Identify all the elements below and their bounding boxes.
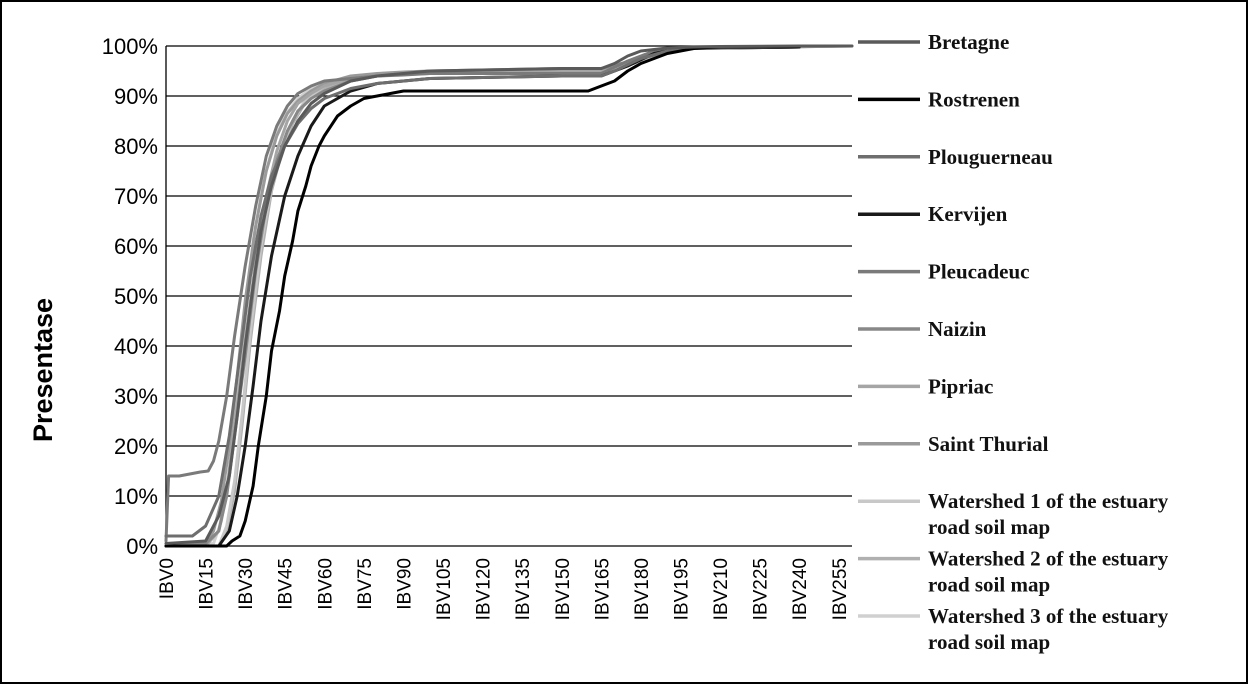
legend-item: Watershed 2 of the estuary road soil map [858,547,1169,597]
x-tick-label: IBV15 [197,558,218,610]
legend-label: Watershed 3 of the estuary road soil map [928,604,1169,654]
legend-label: Watershed 2 of the estuary road soil map [928,547,1169,597]
x-tick-label: IBV180 [632,558,653,620]
y-tick-labels: 0% 10% 20% 30% 40% 50% 60% 70% 80% 90% 100% [102,34,158,559]
legend-item: Rostrenen [858,87,1020,111]
series-lines [164,44,854,548]
y-tick-label: 20% [114,434,158,459]
x-tick-label: IBV60 [315,558,336,610]
y-tick-label: 100% [102,34,158,59]
legend-item: Naizin [858,317,987,341]
x-tick-label: IBV0 [157,558,178,599]
x-tick-label: IBV165 [592,558,613,620]
y-tick-label: 10% [114,484,158,509]
legend-item: Saint Thurial [858,432,1049,456]
legend-label: Naizin [928,317,987,341]
legend-label: Bretagne [928,30,1009,54]
legend-item: Kervijen [858,202,1008,226]
series-line [164,45,801,538]
y-tick-label: 50% [114,284,158,309]
legend-label: Kervijen [928,202,1008,226]
x-tick-label: IBV75 [355,558,376,610]
legend-item: Pleucadeuc [858,260,1029,284]
legend-item: Watershed 3 of the estuary road soil map [858,604,1169,654]
y-tick-label: 70% [114,184,158,209]
x-tick-label: IBV90 [394,558,415,610]
legend-label: Pleucadeuc [928,260,1029,284]
x-tick-label: IBV135 [513,558,534,620]
y-tick-label: 30% [114,384,158,409]
x-tick-label: IBV105 [434,558,455,620]
legend-label: Saint Thurial [928,432,1049,456]
legend-label: Rostrenen [928,87,1020,111]
x-tick-label: IBV45 [276,558,297,610]
legend-item: Pipriac [858,374,993,398]
series-line [164,44,854,545]
y-tick-label: 80% [114,134,158,159]
x-tick-label: IBV30 [236,558,257,610]
legend-item: Watershed 1 of the estuary road soil map [858,489,1169,539]
y-tick-label: 0% [126,534,158,559]
x-tick-label: IBV195 [672,558,693,620]
x-tick-labels: IBV0 IBV15 IBV30 IBV45 IBV60 IBV75 IBV90 IBV105… [157,558,851,620]
x-tick-label: IBV120 [474,558,495,620]
y-tick-label: 40% [114,334,158,359]
gridlines [165,45,852,547]
y-tick-label: 90% [114,84,158,109]
legend-label: Watershed 1 of the estuary road soil map [928,489,1169,539]
legend-label: Pipriac [928,374,993,398]
y-tick-label: 60% [114,234,158,259]
legend-item: Bretagne [858,30,1009,54]
legend-item: Plouguerneau [858,145,1053,169]
x-tick-label: IBV225 [751,558,772,620]
legend: Bretagne Rostrenen Plouguerneau Kervijen Ple… [858,30,1169,654]
x-tick-label: IBV210 [711,558,732,620]
y-axis-label: Presentase [28,298,58,442]
series-line [164,45,801,543]
legend-label: Plouguerneau [928,145,1053,169]
x-tick-label: IBV255 [830,558,851,620]
x-tick-label: IBV240 [790,558,811,620]
x-tick-label: IBV150 [553,558,574,620]
series-line [164,45,801,548]
